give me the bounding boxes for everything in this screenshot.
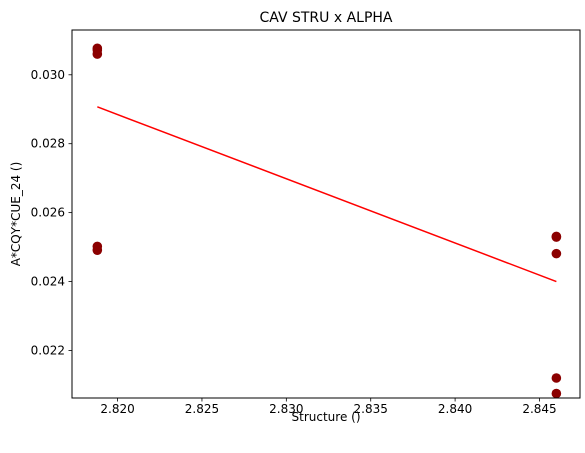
data-point [551, 388, 562, 399]
trend-line [97, 106, 557, 283]
plot-frame [71, 29, 581, 399]
plot-area [92, 43, 562, 399]
x-axis-label: Structure () [292, 410, 361, 424]
data-point [92, 245, 103, 255]
y-axis-label: A*CQY*CUE_24 () [9, 162, 23, 267]
x-tick-label: 2.820 [100, 402, 134, 416]
data-point [551, 248, 562, 259]
x-tick-label: 2.830 [269, 402, 303, 416]
chart-title: CAV STRU x ALPHA [259, 10, 392, 26]
y-axis: 0.022 0.024 0.026 0.028 0.030 [31, 68, 72, 357]
y-tick-label: 0.028 [31, 137, 65, 151]
x-axis: 2.820 2.825 2.830 2.835 2.840 2.845 [100, 398, 557, 416]
data-point [551, 232, 562, 242]
data-point [92, 49, 103, 59]
data-point [551, 373, 562, 383]
x-tick-label: 2.835 [354, 402, 388, 416]
y-tick-label: 0.026 [31, 206, 65, 220]
y-tick-label: 0.022 [31, 343, 65, 357]
y-tick-label: 0.024 [31, 275, 65, 289]
y-tick-label: 0.030 [31, 68, 65, 82]
x-tick-label: 2.845 [522, 402, 556, 416]
x-tick-label: 2.825 [185, 402, 219, 416]
x-tick-label: 2.840 [438, 402, 472, 416]
